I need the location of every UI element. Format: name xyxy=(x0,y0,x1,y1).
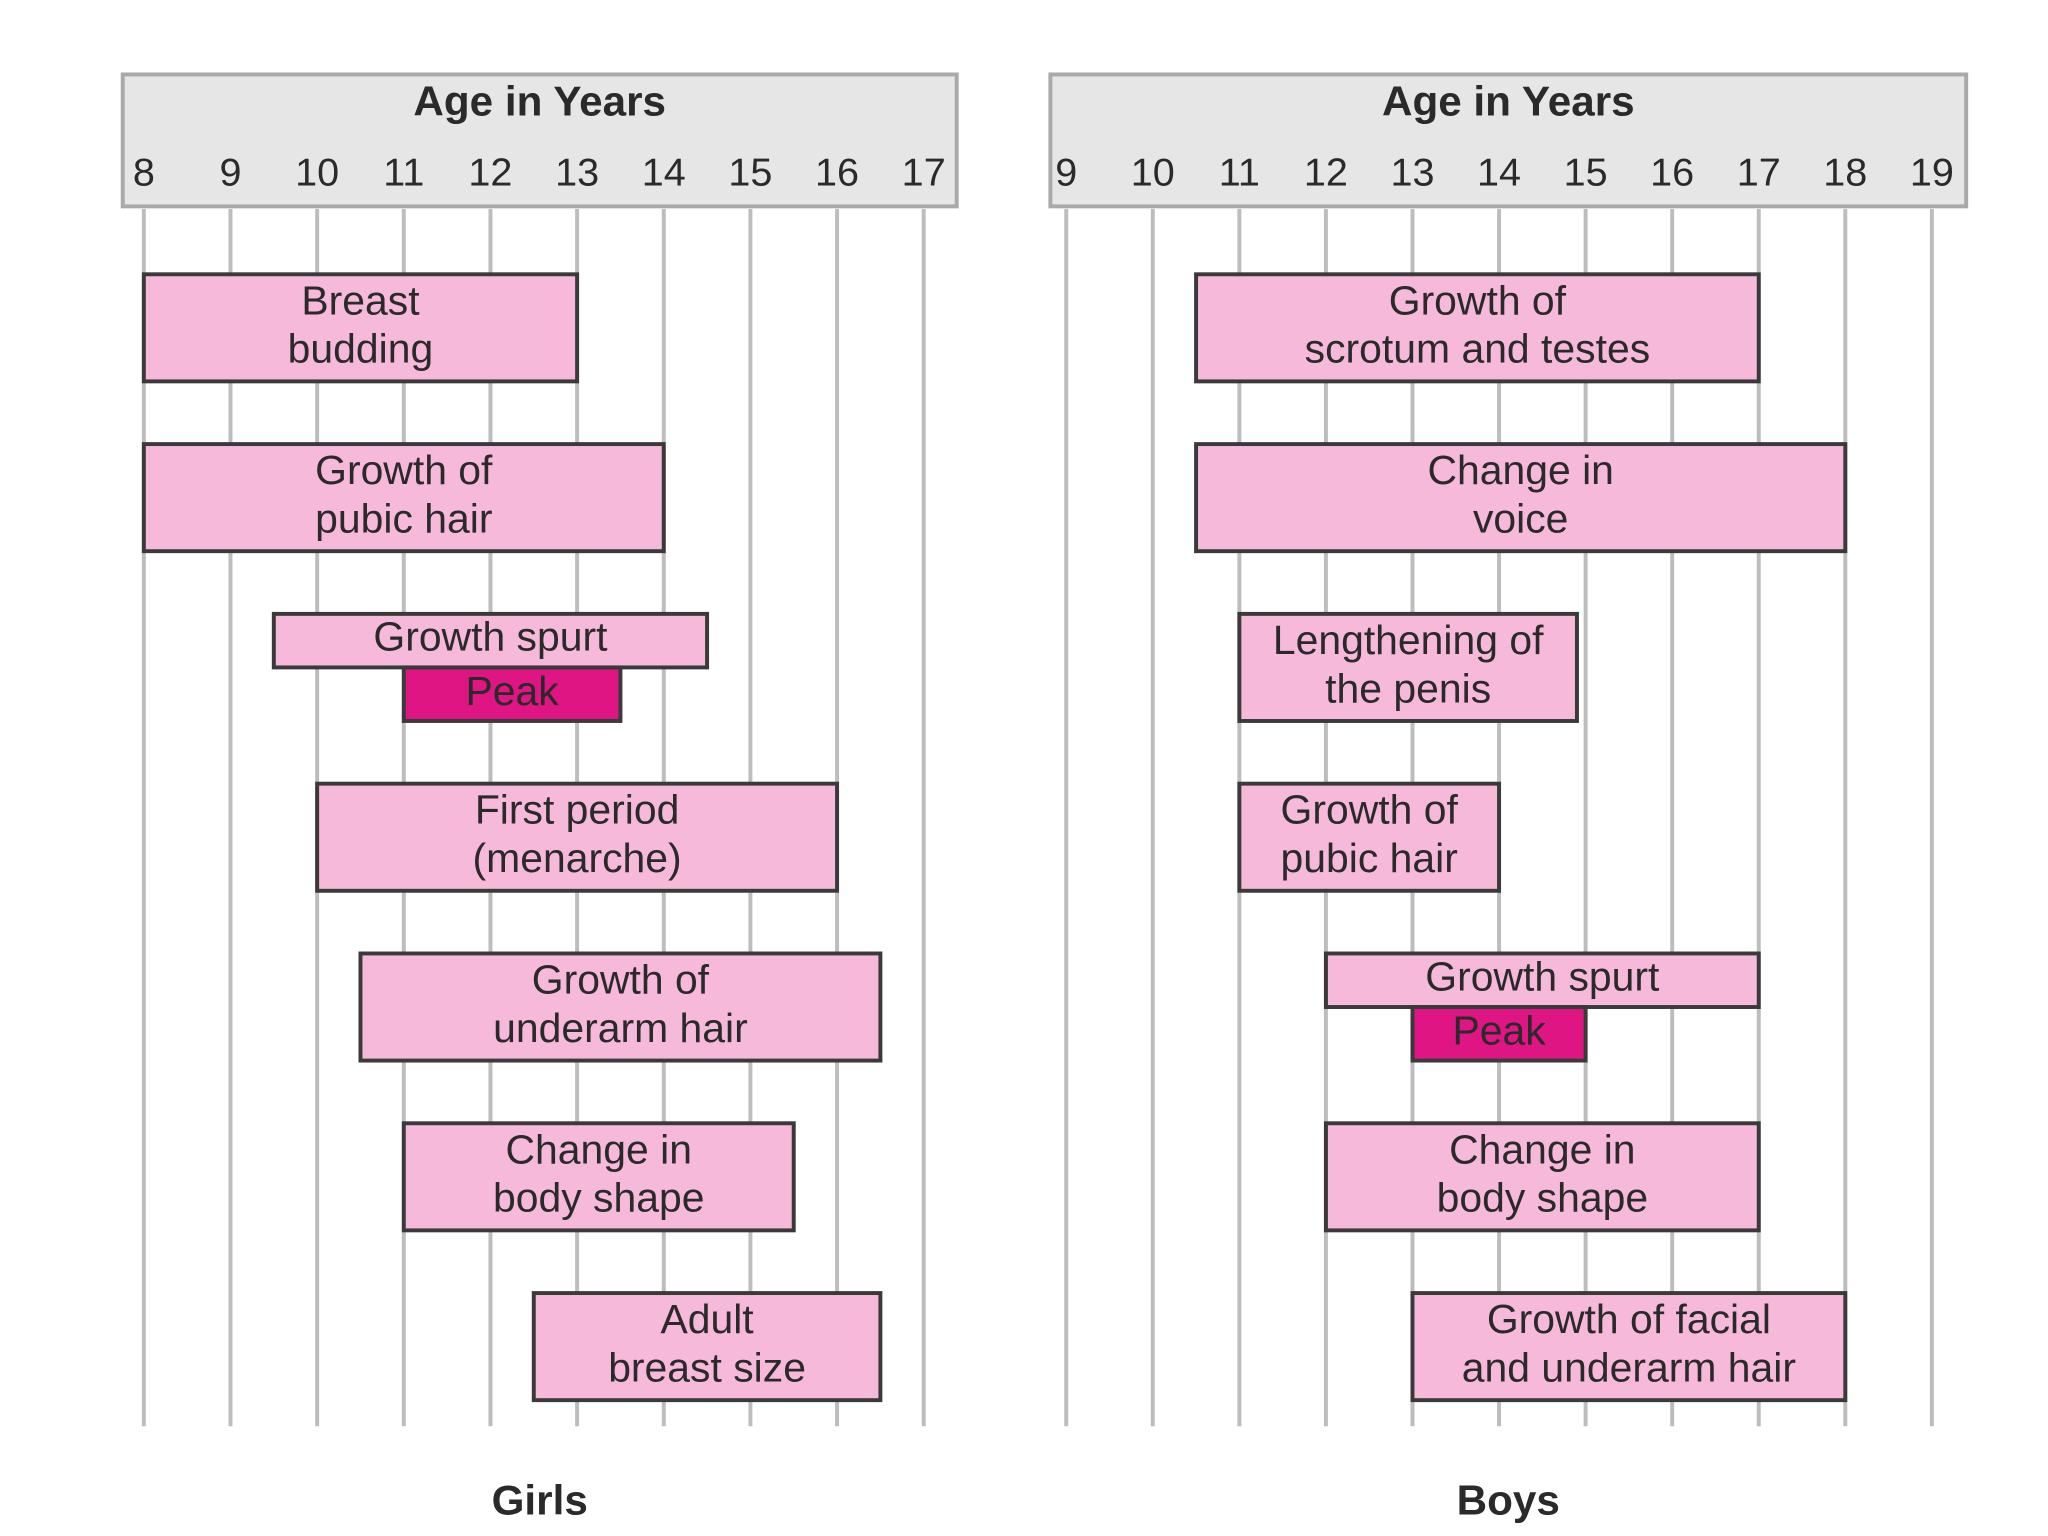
peak-bar xyxy=(1410,1005,1588,1063)
bar xyxy=(1323,1121,1761,1233)
x-tick-label: 11 xyxy=(1219,151,1260,195)
peak-label: Peak xyxy=(465,668,559,714)
bar xyxy=(1194,272,1761,384)
x-tick-label: 19 xyxy=(1910,151,1954,195)
bar-label: the penis xyxy=(1325,665,1491,711)
axis-header xyxy=(120,72,959,209)
bar-label: Adult xyxy=(660,1296,753,1342)
x-tick-label: 9 xyxy=(219,151,241,195)
bar-label: budding xyxy=(288,326,434,372)
x-tick-label: 15 xyxy=(1564,151,1608,195)
axis-title: Age in Years xyxy=(413,78,666,125)
bar-label: and underarm hair xyxy=(1462,1345,1796,1391)
bar-label: Breast xyxy=(301,278,419,324)
bar xyxy=(141,272,580,384)
bar xyxy=(1194,442,1848,554)
bar-label: Growth of xyxy=(315,447,493,493)
bar-label: pubic hair xyxy=(315,496,492,542)
x-tick-label: 15 xyxy=(728,151,772,195)
x-tick-label: 14 xyxy=(642,151,686,195)
bar xyxy=(271,611,710,670)
bar-label: Growth of facial xyxy=(1487,1296,1771,1342)
bar-label: breast size xyxy=(608,1345,806,1391)
x-tick-label: 16 xyxy=(815,151,859,195)
axis-header xyxy=(1048,72,1969,209)
bar-label: Lengthening of xyxy=(1273,617,1544,663)
x-tick-label: 17 xyxy=(1737,151,1781,195)
bar-label: Change in xyxy=(1427,447,1613,493)
bar-label: pubic hair xyxy=(1281,835,1458,881)
bar xyxy=(315,781,840,893)
x-tick-label: 12 xyxy=(1304,151,1348,195)
bar-label: voice xyxy=(1473,496,1568,542)
bar-label: Growth of xyxy=(1389,278,1567,324)
x-tick-label: 10 xyxy=(295,151,339,195)
x-tick-label: 8 xyxy=(133,151,155,195)
bar xyxy=(1323,951,1761,1009)
bar xyxy=(141,442,666,554)
bar-label: Growth spurt xyxy=(373,614,607,660)
x-axis-label: Boys xyxy=(1457,1477,1560,1524)
axis-title: Age in Years xyxy=(1382,78,1635,125)
bar-label: body shape xyxy=(1437,1175,1648,1221)
x-tick-label: 12 xyxy=(468,151,512,195)
bar xyxy=(531,1291,883,1403)
x-tick-label: 13 xyxy=(1390,151,1434,195)
bar xyxy=(401,1121,796,1233)
bar-label: Change in xyxy=(506,1127,692,1173)
x-tick-label: 9 xyxy=(1055,151,1077,195)
bar-label: scrotum and testes xyxy=(1305,326,1651,372)
x-tick-label: 13 xyxy=(555,151,599,195)
x-tick-label: 18 xyxy=(1823,151,1867,195)
bar-label: Growth of xyxy=(1281,787,1459,833)
x-tick-label: 14 xyxy=(1477,151,1521,195)
bar-label: Growth of xyxy=(532,957,710,1003)
bar-label: Change in xyxy=(1449,1127,1635,1173)
x-axis-label: Girls xyxy=(492,1477,588,1524)
bar-label: (menarche) xyxy=(473,835,682,881)
x-tick-label: 17 xyxy=(902,151,946,195)
bar-label: body shape xyxy=(493,1175,704,1221)
bar xyxy=(358,951,883,1063)
bar-label: underarm hair xyxy=(493,1005,748,1051)
x-tick-label: 16 xyxy=(1650,151,1694,195)
bar xyxy=(1237,781,1502,893)
peak-bar xyxy=(401,665,623,723)
bar-label: First period xyxy=(475,787,680,833)
bar xyxy=(1410,1291,1848,1403)
x-tick-label: 10 xyxy=(1131,151,1175,195)
bar xyxy=(1237,611,1579,723)
bar-label: Growth spurt xyxy=(1425,953,1659,999)
peak-label: Peak xyxy=(1452,1008,1546,1054)
x-tick-label: 11 xyxy=(383,151,424,195)
